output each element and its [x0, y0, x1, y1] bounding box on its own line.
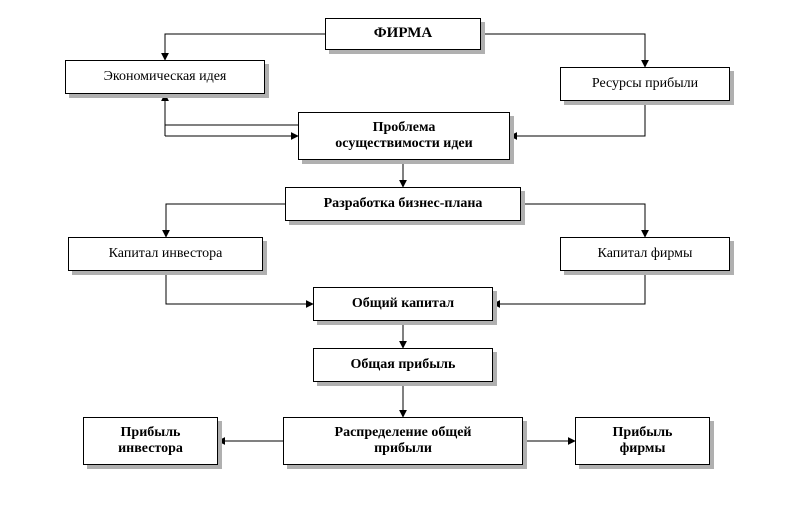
node-label-econ_idea: Экономическая идея	[104, 69, 227, 85]
edge-feas-to-econ	[165, 94, 298, 125]
edge-firm-to-res	[481, 34, 645, 67]
node-label-total_cap: Общий капитал	[352, 296, 454, 312]
node-label-prof_inv: Прибыль инвестора	[118, 425, 183, 457]
node-label-cap_firm: Капитал фирмы	[598, 246, 693, 262]
node-label-cap_inv: Капитал инвестора	[109, 246, 223, 262]
edge-capfirm-to-total	[493, 271, 645, 304]
edge-plan-to-capinv	[166, 204, 285, 237]
node-label-prof_firm: Прибыль фирмы	[613, 425, 673, 457]
edge-plan-to-capfirm	[521, 204, 645, 237]
edge-firm-to-econ	[165, 34, 325, 60]
node-cap_firm: Капитал фирмы	[560, 237, 730, 271]
node-total_prof: Общая прибыль	[313, 348, 493, 382]
node-prof_inv: Прибыль инвестора	[83, 417, 218, 465]
node-label-total_prof: Общая прибыль	[351, 357, 456, 373]
node-label-firm: ФИРМА	[374, 25, 432, 42]
edge-capinv-to-total	[166, 271, 313, 304]
node-label-alloc: Распределение общей прибыли	[335, 425, 472, 457]
node-biz_plan: Разработка бизнес-плана	[285, 187, 521, 221]
node-cap_inv: Капитал инвестора	[68, 237, 263, 271]
flowchart-canvas: ФИРМА Экономическая идея Ресурсы прибыли Пр…	[0, 0, 800, 514]
node-alloc: Распределение общей прибыли	[283, 417, 523, 465]
node-firm: ФИРМА	[325, 18, 481, 50]
node-label-feasibility: Проблема осуществимости идеи	[335, 120, 472, 152]
node-total_cap: Общий капитал	[313, 287, 493, 321]
node-feasibility: Проблема осуществимости идеи	[298, 112, 510, 160]
node-prof_firm: Прибыль фирмы	[575, 417, 710, 465]
edge-res-to-feas	[510, 101, 645, 136]
node-label-biz_plan: Разработка бизнес-плана	[324, 196, 483, 212]
node-econ_idea: Экономическая идея	[65, 60, 265, 94]
node-label-profit_res: Ресурсы прибыли	[592, 76, 698, 92]
node-profit_res: Ресурсы прибыли	[560, 67, 730, 101]
